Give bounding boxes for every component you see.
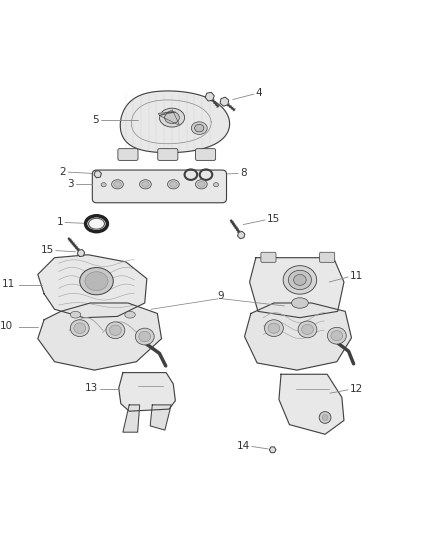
Ellipse shape xyxy=(191,122,207,134)
Polygon shape xyxy=(219,97,228,106)
Ellipse shape xyxy=(138,332,150,342)
Polygon shape xyxy=(94,171,101,178)
Polygon shape xyxy=(244,303,351,370)
Ellipse shape xyxy=(164,112,179,124)
Ellipse shape xyxy=(283,265,316,294)
Ellipse shape xyxy=(195,180,207,189)
Ellipse shape xyxy=(109,325,121,335)
Text: 15: 15 xyxy=(40,245,53,255)
Ellipse shape xyxy=(124,311,135,318)
Text: 15: 15 xyxy=(267,214,280,224)
Ellipse shape xyxy=(197,181,205,187)
Ellipse shape xyxy=(301,325,313,334)
FancyBboxPatch shape xyxy=(157,149,177,160)
Ellipse shape xyxy=(167,180,179,189)
Polygon shape xyxy=(158,112,175,116)
Ellipse shape xyxy=(169,181,177,187)
Text: 13: 13 xyxy=(85,383,98,393)
Ellipse shape xyxy=(88,219,104,229)
Ellipse shape xyxy=(201,171,210,179)
Circle shape xyxy=(321,415,327,421)
Polygon shape xyxy=(120,91,229,152)
Ellipse shape xyxy=(159,108,184,127)
FancyBboxPatch shape xyxy=(118,149,138,160)
Polygon shape xyxy=(77,249,85,256)
Ellipse shape xyxy=(264,320,283,336)
Ellipse shape xyxy=(213,183,218,187)
Text: 8: 8 xyxy=(240,167,247,177)
Text: 12: 12 xyxy=(350,384,363,394)
Polygon shape xyxy=(205,92,214,101)
Text: 3: 3 xyxy=(67,179,73,189)
Ellipse shape xyxy=(94,176,101,180)
Text: 1: 1 xyxy=(56,216,63,227)
Ellipse shape xyxy=(139,180,151,189)
Ellipse shape xyxy=(291,298,307,308)
Text: 11: 11 xyxy=(350,271,363,281)
FancyBboxPatch shape xyxy=(319,252,334,262)
Ellipse shape xyxy=(288,270,311,289)
Ellipse shape xyxy=(135,328,154,345)
Ellipse shape xyxy=(111,180,123,189)
FancyBboxPatch shape xyxy=(92,170,226,203)
Polygon shape xyxy=(278,374,343,434)
Ellipse shape xyxy=(106,322,124,338)
Text: 14: 14 xyxy=(236,441,249,450)
Ellipse shape xyxy=(268,323,279,333)
Ellipse shape xyxy=(101,183,106,187)
FancyBboxPatch shape xyxy=(260,252,276,262)
Ellipse shape xyxy=(293,274,305,285)
Text: 10: 10 xyxy=(0,321,13,331)
Text: 11: 11 xyxy=(1,279,15,289)
Ellipse shape xyxy=(330,330,342,341)
Polygon shape xyxy=(237,231,244,239)
Ellipse shape xyxy=(85,272,108,290)
Text: 9: 9 xyxy=(216,291,223,301)
Ellipse shape xyxy=(80,268,113,295)
FancyBboxPatch shape xyxy=(195,149,215,160)
Ellipse shape xyxy=(113,181,121,187)
Circle shape xyxy=(318,411,330,423)
Text: 2: 2 xyxy=(60,167,66,177)
Ellipse shape xyxy=(186,171,195,179)
Polygon shape xyxy=(150,405,171,430)
Polygon shape xyxy=(249,257,343,318)
Polygon shape xyxy=(38,303,161,370)
Ellipse shape xyxy=(297,321,316,338)
Ellipse shape xyxy=(70,311,81,318)
Polygon shape xyxy=(268,447,276,453)
Ellipse shape xyxy=(141,181,149,187)
Polygon shape xyxy=(118,373,175,411)
Ellipse shape xyxy=(70,320,89,336)
Ellipse shape xyxy=(194,124,203,132)
Ellipse shape xyxy=(327,327,346,344)
Polygon shape xyxy=(123,405,139,432)
Text: 5: 5 xyxy=(92,115,99,125)
Text: 4: 4 xyxy=(255,88,262,98)
Ellipse shape xyxy=(74,323,85,334)
Polygon shape xyxy=(38,255,146,318)
Polygon shape xyxy=(159,110,180,126)
